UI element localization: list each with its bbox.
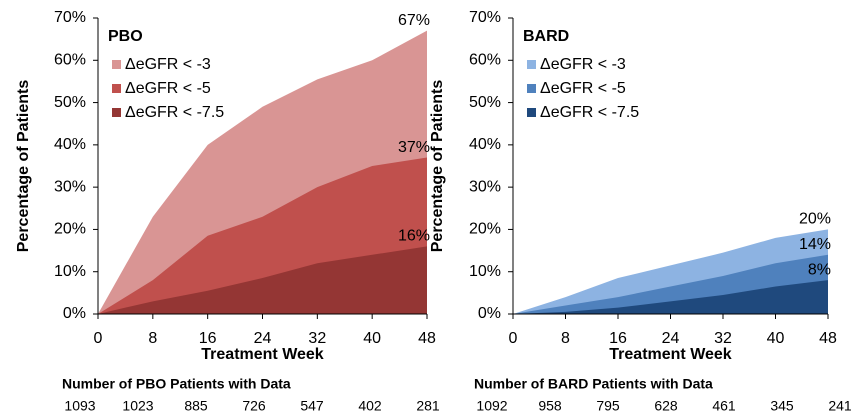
y-tick-label: 10% (54, 263, 86, 280)
patient-count: 1023 (122, 398, 153, 414)
value-label: 37% (398, 139, 430, 156)
legend-label: ΔeGFR < -3 (540, 56, 626, 73)
legend-swatch (112, 60, 121, 69)
x-axis-title: Treatment Week (201, 346, 324, 363)
patient-count: 885 (184, 398, 208, 414)
y-tick-label: 0% (63, 305, 86, 322)
y-tick-label: 20% (469, 221, 501, 238)
y-axis-title: Percentage of Patients (429, 80, 446, 253)
x-tick-label: 16 (199, 330, 217, 347)
patient-count: 241 (828, 398, 852, 414)
table-title: Number of BARD Patients with Data (474, 376, 713, 392)
patient-count: 1093 (64, 398, 95, 414)
patient-count: 726 (242, 398, 266, 414)
x-tick-label: 8 (561, 330, 570, 347)
legend-title: PBO (108, 28, 143, 45)
value-label: 67% (398, 12, 430, 29)
x-tick-label: 32 (308, 330, 326, 347)
value-label: 16% (398, 228, 430, 245)
legend-title: BARD (523, 28, 569, 45)
legend-label: ΔeGFR < -3 (125, 56, 211, 73)
x-axis-title: Treatment Week (609, 346, 732, 363)
x-tick-label: 16 (609, 330, 627, 347)
x-tick-label: 40 (767, 330, 785, 347)
legend-label: ΔeGFR < -7.5 (125, 104, 224, 121)
y-tick-label: 70% (54, 9, 86, 26)
y-tick-label: 60% (54, 52, 86, 69)
y-tick-label: 40% (469, 136, 501, 153)
patient-count: 402 (358, 398, 382, 414)
patient-count: 1092 (476, 398, 507, 414)
patient-count: 547 (300, 398, 324, 414)
y-tick-label: 60% (469, 52, 501, 69)
value-label: 20% (799, 211, 831, 228)
patient-count: 345 (770, 398, 794, 414)
value-label: 14% (799, 236, 831, 253)
x-tick-label: 48 (819, 330, 837, 347)
y-tick-label: 40% (54, 136, 86, 153)
legend-label: ΔeGFR < -5 (125, 80, 211, 97)
x-tick-label: 0 (94, 330, 103, 347)
legend-swatch (112, 108, 121, 117)
x-tick-label: 0 (509, 330, 518, 347)
x-tick-label: 8 (148, 330, 157, 347)
legend-swatch (112, 84, 121, 93)
y-tick-label: 20% (54, 221, 86, 238)
area (98, 246, 427, 314)
x-tick-label: 48 (418, 330, 436, 347)
legend-label: ΔeGFR < -7.5 (540, 104, 639, 121)
y-tick-label: 30% (469, 178, 501, 195)
legend-label: ΔeGFR < -5 (540, 80, 626, 97)
y-tick-label: 30% (54, 178, 86, 195)
area (513, 280, 828, 314)
y-tick-label: 50% (469, 94, 501, 111)
y-tick-label: 50% (54, 94, 86, 111)
value-label: 8% (808, 261, 831, 278)
patient-count: 461 (712, 398, 736, 414)
y-tick-label: 70% (469, 9, 501, 26)
patient-count: 281 (416, 398, 440, 414)
legend-swatch (527, 60, 536, 69)
x-tick-label: 40 (363, 330, 381, 347)
table-title: Number of PBO Patients with Data (62, 376, 291, 392)
legend-swatch (527, 84, 536, 93)
patient-count: 628 (654, 398, 678, 414)
patient-count: 795 (596, 398, 620, 414)
y-axis-title: Percentage of Patients (15, 80, 32, 253)
y-tick-label: 0% (478, 305, 501, 322)
y-tick-label: 10% (469, 263, 501, 280)
x-tick-label: 24 (662, 330, 680, 347)
legend-swatch (527, 108, 536, 117)
x-tick-label: 24 (254, 330, 272, 347)
x-tick-label: 32 (714, 330, 732, 347)
patient-count: 958 (538, 398, 562, 414)
